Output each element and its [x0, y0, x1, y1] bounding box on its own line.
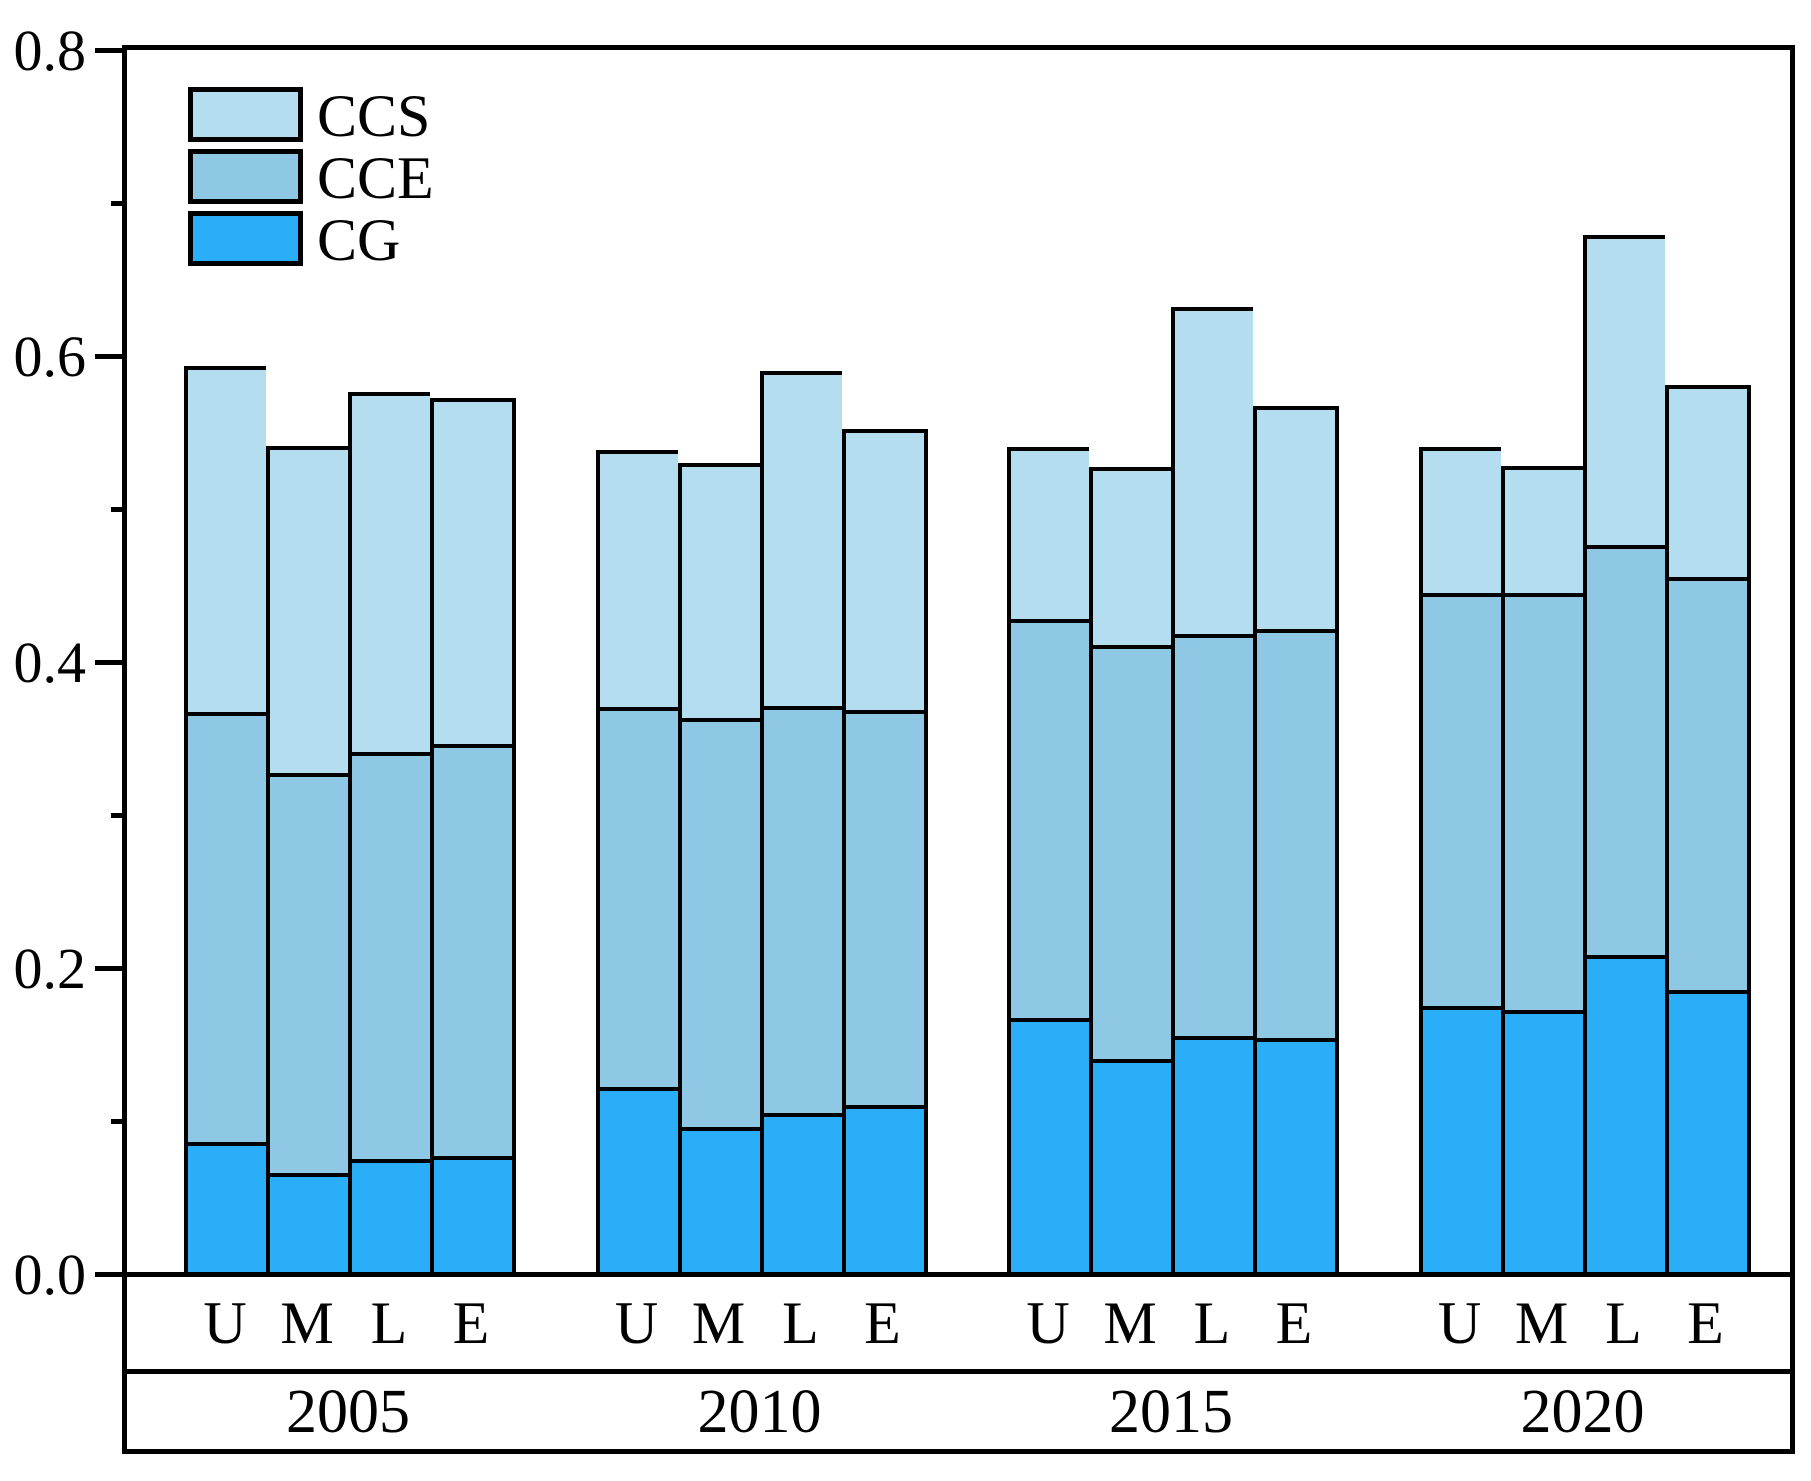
x-bar-label-2005-M: M — [280, 1290, 334, 1356]
bar-segment-cce-2010-E — [841, 710, 928, 1106]
legend-swatch-ccs — [188, 87, 303, 142]
x-bar-label-2015-L: L — [1193, 1290, 1231, 1356]
y-minor-tick — [111, 813, 127, 818]
y-major-tick — [95, 1272, 127, 1277]
x-bar-label-2020-E: E — [1687, 1290, 1724, 1356]
y-major-tick — [95, 48, 127, 53]
bar-segment-ccs-2015-M — [1089, 467, 1171, 645]
bar-segment-cce-2020-U — [1418, 592, 1501, 1006]
bar-segment-cg-2005-L — [348, 1158, 430, 1272]
x-bar-label-2010-L: L — [782, 1290, 819, 1356]
bar-segment-ccs-2010-L — [759, 370, 842, 706]
bar-segment-cce-2015-E — [1253, 629, 1339, 1038]
x-year-band — [122, 1374, 1795, 1449]
bar-segment-cce-2005-L — [348, 751, 430, 1159]
bar-segment-ccs-2020-E — [1664, 384, 1751, 578]
bar-segment-cg-2015-U — [1007, 1018, 1089, 1272]
bar-segment-cg-2020-U — [1418, 1005, 1501, 1272]
x-bar-label-2010-E: E — [864, 1290, 901, 1356]
bar-segment-cce-2010-U — [595, 707, 678, 1087]
bar-segment-cg-2010-E — [841, 1105, 928, 1272]
bar-segment-ccs-2010-E — [841, 428, 928, 711]
bar-segment-ccs-2015-U — [1007, 447, 1089, 619]
x-bar-label-2015-E: E — [1275, 1290, 1313, 1356]
x-band-bottom-line — [122, 1449, 1795, 1454]
legend-label-ccs: CCS — [317, 83, 431, 149]
x-year-label-2020: 2020 — [1520, 1378, 1645, 1446]
bar-segment-cg-2005-E — [430, 1155, 516, 1272]
x-bar-label-2020-M: M — [1514, 1290, 1569, 1356]
bar-segment-cce-2015-L — [1171, 633, 1253, 1037]
bar-segment-ccs-2010-U — [595, 450, 678, 708]
x-year-label-2005: 2005 — [286, 1378, 410, 1446]
y-major-tick — [95, 660, 127, 665]
y-minor-tick — [111, 1119, 127, 1124]
x-bar-label-2005-L: L — [370, 1290, 408, 1356]
bar-segment-cg-2010-L — [759, 1112, 842, 1272]
x-bar-label-2010-U: U — [614, 1290, 659, 1356]
y-tick-label: 0.6 — [13, 323, 87, 389]
x-bar-label-2015-M: M — [1103, 1290, 1157, 1356]
bar-segment-cg-2015-E — [1253, 1037, 1339, 1272]
y-tick-label: 0.0 — [13, 1241, 87, 1307]
x-bar-label-2020-U: U — [1437, 1290, 1482, 1356]
plot-area — [127, 50, 1790, 1272]
x-bar-label-2005-U: U — [203, 1290, 247, 1356]
bar-segment-ccs-2015-E — [1253, 406, 1339, 630]
bar-segment-cce-2005-E — [430, 744, 516, 1156]
bar-segment-cce-2010-M — [677, 718, 760, 1127]
bar-segment-cg-2015-L — [1171, 1036, 1253, 1272]
y-major-tick — [95, 966, 127, 971]
bar-segment-cg-2015-M — [1089, 1059, 1171, 1272]
bar-segment-ccs-2010-M — [677, 462, 760, 719]
x-bar-label-2015-U: U — [1026, 1290, 1070, 1356]
x-bar-label-2010-M: M — [691, 1290, 746, 1356]
bar-segment-ccs-2015-L — [1171, 306, 1253, 634]
bar-segment-cg-2020-L — [1582, 955, 1665, 1272]
bar-segment-ccs-2005-M — [266, 445, 348, 774]
bar-segment-ccs-2020-U — [1418, 447, 1501, 593]
bar-segment-cce-2020-L — [1582, 545, 1665, 956]
bar-segment-cg-2010-U — [595, 1086, 678, 1272]
bar-segment-cg-2020-M — [1500, 1010, 1583, 1272]
bar-segment-cce-2015-M — [1089, 644, 1171, 1060]
bar-segment-cce-2020-M — [1500, 592, 1583, 1011]
y-minor-tick — [111, 507, 127, 512]
bar-segment-cce-2005-M — [266, 773, 348, 1173]
bar-segment-ccs-2005-U — [184, 366, 266, 712]
bar-segment-cce-2015-U — [1007, 618, 1089, 1019]
x-year-label-2010: 2010 — [697, 1378, 822, 1446]
bar-segment-cce-2005-U — [184, 712, 266, 1142]
bar-segment-cg-2005-M — [266, 1172, 348, 1272]
bar-segment-cce-2010-L — [759, 705, 842, 1113]
y-tick-label: 0.8 — [13, 17, 87, 83]
bar-segment-cg-2005-U — [184, 1141, 266, 1272]
y-minor-tick — [111, 201, 127, 206]
bar-segment-cg-2020-E — [1664, 990, 1751, 1272]
legend-swatch-cce — [188, 149, 303, 204]
bar-segment-ccs-2005-L — [348, 392, 430, 752]
bar-segment-ccs-2005-E — [430, 398, 516, 745]
x-bar-label-2020-L: L — [1605, 1290, 1642, 1356]
y-tick-label: 0.4 — [13, 629, 87, 695]
legend-label-cg: CG — [317, 207, 401, 273]
y-tick-label: 0.2 — [13, 935, 87, 1001]
bar-segment-cce-2020-E — [1664, 577, 1751, 991]
x-band-separator-line — [122, 1369, 1795, 1374]
x-bar-label-2005-E: E — [452, 1290, 490, 1356]
bar-segment-ccs-2020-M — [1500, 465, 1583, 593]
y-major-tick — [95, 354, 127, 359]
bar-segment-cg-2010-M — [677, 1126, 760, 1272]
x-bar-label-band — [122, 1277, 1795, 1369]
bar-segment-ccs-2020-L — [1582, 234, 1665, 546]
x-year-label-2015: 2015 — [1109, 1378, 1233, 1446]
legend-swatch-cg — [188, 211, 303, 266]
legend-label-cce: CCE — [317, 145, 434, 211]
